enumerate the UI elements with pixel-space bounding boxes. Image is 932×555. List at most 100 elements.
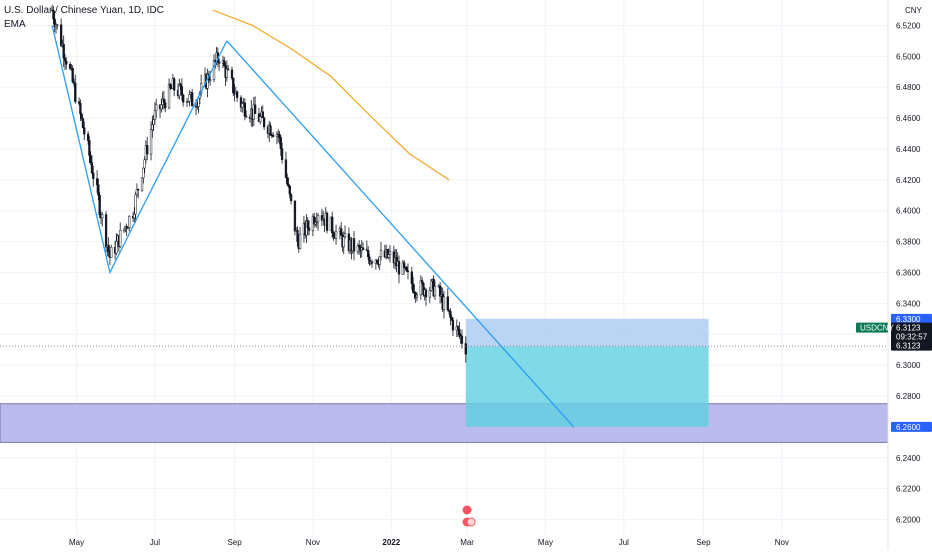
candle-body: [83, 127, 86, 135]
earnings-marker-icon: [466, 517, 476, 527]
candle-body: [334, 230, 338, 239]
candle-body: [306, 220, 309, 229]
target-upper-tag-text: 6.3300: [896, 315, 921, 324]
candle-body: [134, 194, 137, 215]
candle-body: [133, 213, 136, 219]
candle-body: [217, 61, 221, 64]
legend: U.S. Dollar / Chinese Yuan, 1D, IDC EMA: [4, 4, 164, 32]
candle-body: [178, 83, 181, 97]
candle-body: [146, 145, 149, 155]
candle-body: [180, 86, 184, 96]
candle-body: [169, 84, 172, 89]
candle-body: [280, 148, 284, 160]
candle-body: [269, 125, 272, 136]
time-tick-label: Jul: [150, 538, 160, 547]
candle-body: [71, 68, 74, 83]
candle-body: [56, 24, 59, 26]
candle-body: [387, 254, 390, 258]
candle-body: [162, 98, 166, 103]
candle-body: [200, 83, 203, 94]
candle-body: [241, 103, 244, 108]
candle-body: [128, 215, 131, 229]
price-tick-label: 6.3400: [896, 299, 921, 308]
candle-body: [104, 214, 108, 248]
candle-body: [226, 68, 230, 71]
candle-body: [286, 177, 289, 185]
candle-body: [316, 215, 320, 223]
candle-body: [271, 134, 275, 137]
candle-body: [433, 286, 437, 297]
profit-area: [465, 346, 709, 427]
time-tick-label: May: [538, 538, 553, 547]
candle-body: [343, 233, 347, 238]
candle-body: [92, 172, 95, 179]
candle-body: [368, 256, 371, 264]
time-tick-label: Mar: [460, 538, 474, 547]
time-axis: May Jul Sep Nov 2022 Mar May Jul Sep Nov: [69, 538, 789, 547]
candle-body: [151, 124, 154, 130]
candle-body: [81, 118, 85, 129]
candle-body: [406, 270, 410, 273]
candle-body: [405, 266, 408, 272]
price-tick-label: 6.5200: [896, 21, 921, 30]
candle-body: [460, 335, 464, 344]
candle-body: [188, 94, 191, 102]
candle-body: [101, 214, 104, 219]
candle-body: [160, 104, 163, 110]
candle-body: [449, 311, 452, 318]
candle-body: [110, 246, 113, 258]
candle-body: [259, 116, 262, 122]
price-tick-label: 6.4600: [896, 114, 921, 123]
candle-body: [456, 326, 460, 330]
candle-body: [197, 97, 200, 107]
event-markers: [461, 505, 476, 528]
candle-body: [79, 103, 82, 115]
time-tick-label: Jul: [619, 538, 629, 547]
candle-body: [411, 283, 415, 293]
candle-body: [397, 261, 401, 275]
zigzag-line: [51, 25, 228, 275]
candle-body: [212, 60, 216, 80]
candle-body: [149, 129, 153, 155]
candle-body: [142, 167, 145, 179]
candle-body: [428, 290, 431, 298]
time-tick-label: Nov: [306, 538, 320, 547]
price-axis: 6.5200 6.5000 6.4800 6.4600 6.4400 6.4200 6.40…: [896, 6, 923, 525]
chart-title: U.S. Dollar / Chinese Yuan, 1D, IDC: [4, 5, 164, 16]
candle-body: [107, 245, 110, 252]
candle-body: [325, 212, 329, 231]
price-tick-label: 6.2400: [896, 454, 921, 463]
candle-body: [95, 178, 99, 186]
long-position-tool: [465, 318, 709, 427]
candle-body: [98, 195, 101, 216]
candle-body: [352, 238, 356, 252]
candle-body: [235, 91, 239, 98]
candle-body: [429, 280, 433, 291]
candle-body: [284, 159, 288, 178]
candle-body: [419, 280, 422, 296]
candle-body: [287, 183, 290, 187]
candle-body: [296, 229, 299, 242]
candle-body: [80, 113, 83, 119]
candle-body: [153, 110, 157, 120]
time-tick-label: May: [69, 538, 84, 547]
candle-body: [262, 117, 266, 128]
price-tick-label: 6.4800: [896, 83, 921, 92]
candle-body: [402, 262, 406, 269]
candle-body: [298, 233, 302, 249]
candle-body: [388, 251, 392, 255]
symbol-tag-text: USDCNY: [860, 324, 894, 333]
last-price-tag-text: 09:32:57: [896, 333, 928, 342]
candle-body: [191, 92, 194, 107]
price-tick-label: 6.4200: [896, 176, 921, 185]
ema-line: [212, 9, 450, 181]
candle-body: [164, 102, 167, 109]
candle-body: [223, 60, 226, 67]
candle-body: [115, 240, 118, 254]
candle-body: [450, 317, 453, 321]
candle-body: [446, 296, 449, 311]
candle-body: [208, 79, 212, 81]
